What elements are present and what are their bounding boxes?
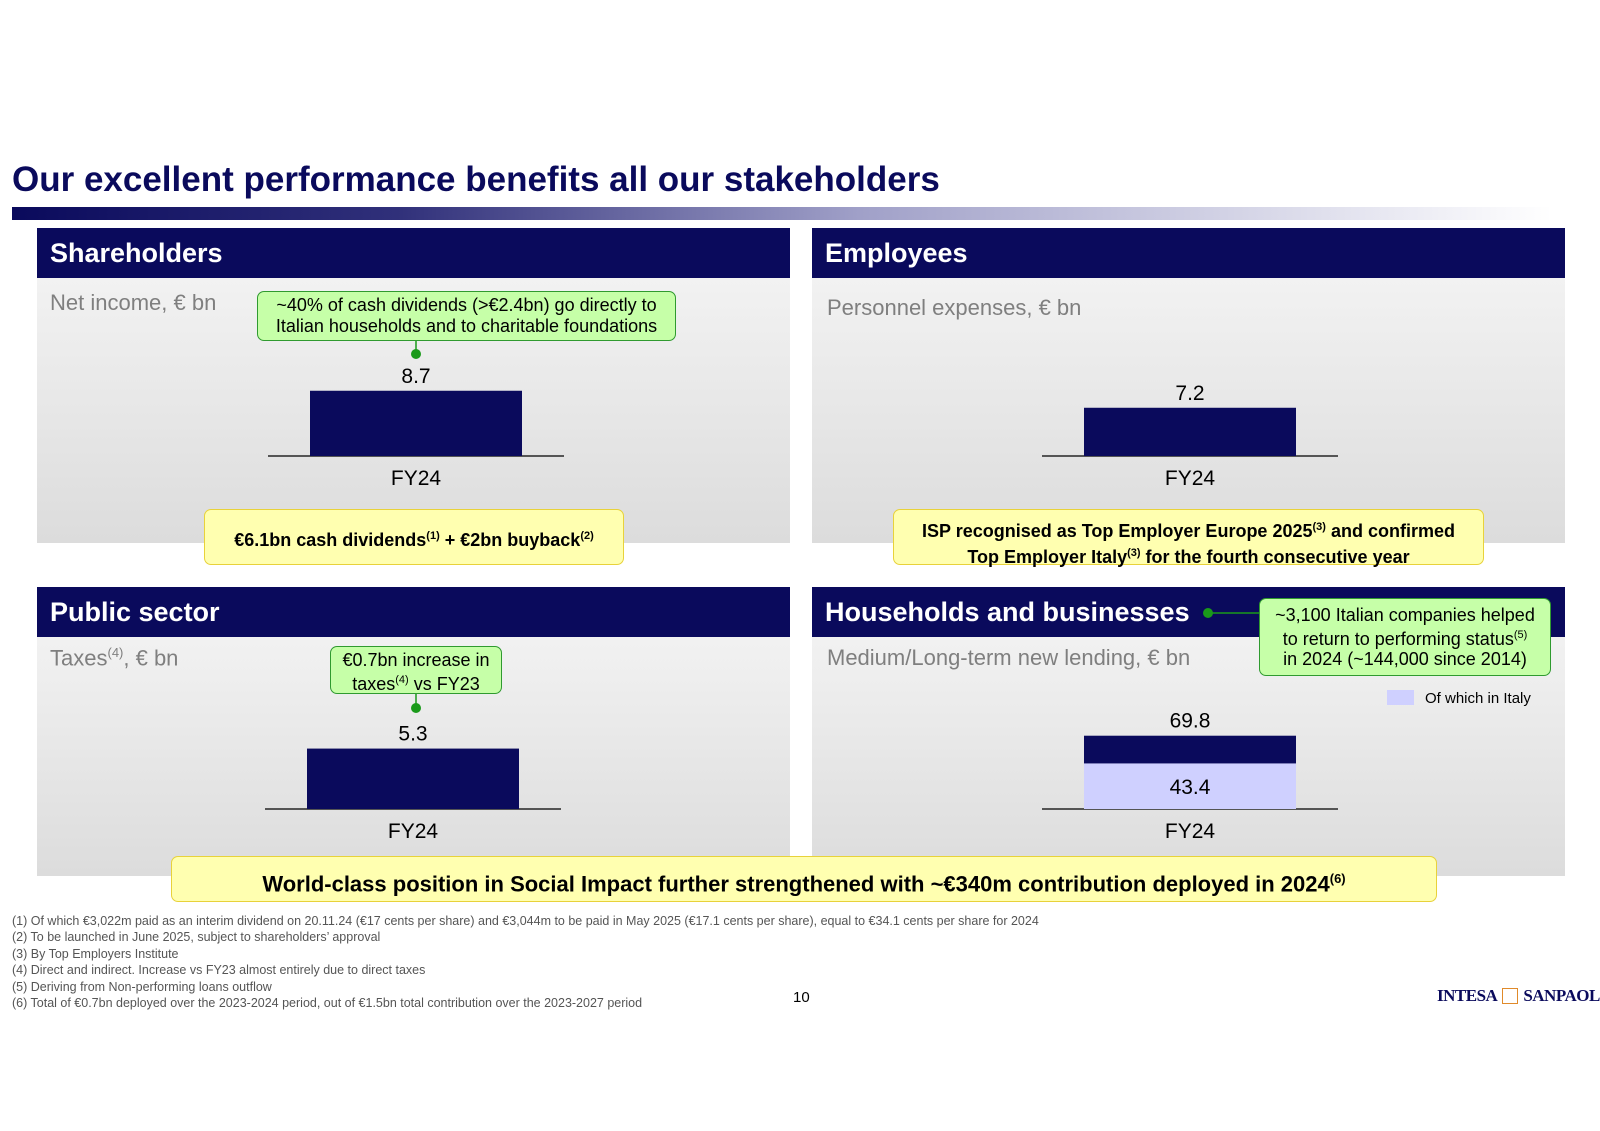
dividends-highlight: €6.1bn cash dividends(1) + €2bn buyback(…	[204, 509, 624, 565]
bar	[1084, 407, 1296, 456]
dividends-connector-dot	[411, 349, 421, 359]
top-employer-highlight: ISP recognised as Top Employer Europe 20…	[893, 509, 1484, 568]
employees-header: Employees	[812, 228, 1565, 278]
bar-segment-0	[1084, 763, 1296, 809]
bar	[307, 748, 519, 809]
tick-label-fy24: FY24	[1165, 467, 1216, 490]
shareholders-header: Shareholders	[37, 228, 790, 278]
callout-text: to return to performing status	[1282, 629, 1514, 649]
footnote-2: (2) To be launched in June 2025, subject…	[12, 930, 381, 945]
callout-taxes: taxes	[352, 674, 396, 694]
employees-panel: Employees Personnel expenses, € bn	[812, 228, 1565, 543]
net-income-label: Net income, € bn	[50, 290, 216, 316]
legend-label: Of which in Italy	[1425, 690, 1531, 707]
ref-5: (5)	[1513, 629, 1528, 641]
new-lending-label: Medium/Long-term new lending, € bn	[827, 645, 1191, 670]
line-1-text: ISP recognised as Top Employer Europe 20…	[922, 521, 1313, 541]
callout-line-2: Italian households and to charitable fou…	[275, 316, 658, 336]
page-title: Our excellent performance benefits all o…	[12, 160, 940, 199]
footnote-1: (1) Of which €3,022m paid as an interim …	[12, 914, 1039, 928]
intesa-sanpaolo-logo: INTESA SANPAOLO	[1437, 986, 1600, 1006]
footnote-4: (4) Direct and indirect. Increase vs FY2…	[12, 963, 426, 978]
tick-label-fy24: FY24	[388, 820, 439, 843]
title-rule	[12, 207, 1552, 220]
metric-unit: , € bn	[161, 290, 217, 315]
footnote-6: (6) Total of €0.7bn deployed over the 20…	[12, 996, 643, 1011]
bar-segment-1	[1084, 735, 1296, 764]
companies-callout: ~3,100 Italian companies helped to retur…	[1259, 598, 1551, 676]
tick-label-fy24: FY24	[391, 467, 442, 490]
callout-line-1: ~3,100 Italian companies helped	[1275, 605, 1535, 625]
data-label-segment-0: 43.4	[1170, 776, 1211, 799]
ref-4: (4)	[107, 645, 124, 660]
callout-line-3: in 2024 (~144,000 since 2014)	[1283, 649, 1527, 669]
footnotes: (1) Of which €3,022m paid as an interim …	[12, 913, 1039, 1011]
ref-3b: (3)	[1127, 547, 1141, 559]
dividends-callout: ~40% of cash dividends (>€2.4bn) go dire…	[257, 291, 676, 341]
social-impact-banner: World-class position in Social Impact fu…	[171, 856, 1437, 902]
ref-2: (2)	[580, 530, 594, 542]
line-2-text: Top Employer Italy	[967, 547, 1128, 567]
data-label-total: 69.8	[1170, 710, 1211, 733]
callout-vs: vs FY23	[408, 674, 480, 694]
shareholders-panel: Shareholders Net income, € bn	[37, 228, 790, 543]
ref-1: (1)	[426, 530, 440, 542]
footnote-5: (5) Deriving from Non-performing loans o…	[12, 979, 272, 994]
data-label: 5.3	[398, 723, 427, 746]
banner-text: World-class position in Social Impact fu…	[262, 871, 1330, 897]
public-sector-header: Public sector	[37, 587, 790, 637]
personnel-expenses-label: Personnel expenses, € bn	[827, 295, 1082, 320]
callout-line-2: taxes(4) vs FY23	[331, 670, 501, 694]
public-sector-panel: Public sector Taxes(4), € bn	[37, 587, 790, 876]
ref-6: (6)	[1329, 871, 1346, 886]
footnote-3: (3) By Top Employers Institute	[12, 946, 179, 961]
logo-left: INTESA	[1437, 986, 1498, 1005]
bar	[310, 390, 522, 456]
ref-3: (3)	[1312, 521, 1326, 533]
companies-connector-dot	[1203, 608, 1213, 618]
logo-mark-icon	[1502, 988, 1519, 1004]
taxes-connector-dot	[411, 703, 421, 713]
highlight-line-1: ISP recognised as Top Employer Europe 20…	[894, 516, 1483, 542]
data-label: 8.7	[401, 365, 430, 388]
tick-label-fy24: FY24	[1165, 820, 1216, 843]
highlight-line-2: Top Employer Italy(3) for the fourth con…	[894, 542, 1483, 568]
callout-line-2: to return to performing status(5)	[1260, 625, 1550, 649]
logo-right: SANPAOLO	[1523, 986, 1600, 1005]
taxes-callout: €0.7bn increase in taxes(4) vs FY23	[330, 646, 502, 694]
line-1-tail: and confirmed	[1325, 521, 1455, 541]
callout-line-1: ~40% of cash dividends (>€2.4bn) go dire…	[276, 295, 657, 315]
taxes-label: Taxes(4), € bn	[50, 645, 178, 671]
metric-name: Taxes	[50, 645, 108, 671]
legend-swatch	[1387, 690, 1414, 705]
line-2-tail: for the fourth consecutive year	[1140, 547, 1410, 567]
highlight-text: €6.1bn cash dividends	[234, 530, 427, 550]
page-number: 10	[793, 989, 810, 1006]
metric-name: Net income	[50, 290, 162, 315]
highlight-mid: + €2bn buyback	[439, 530, 581, 550]
metric-unit: , € bn	[123, 645, 179, 671]
data-label: 7.2	[1175, 382, 1204, 405]
ref-4b: (4)	[395, 674, 409, 686]
callout-line-1: €0.7bn increase in	[342, 650, 490, 670]
